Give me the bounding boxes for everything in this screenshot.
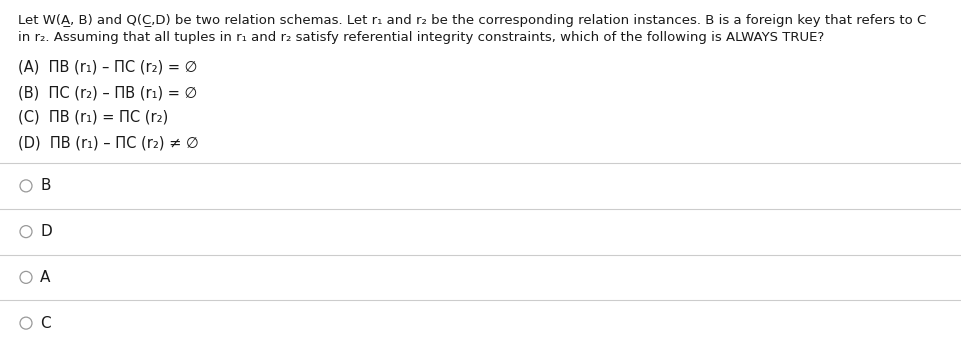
Text: C: C	[40, 316, 51, 331]
Text: A: A	[40, 270, 50, 285]
Text: in r₂. Assuming that all tuples in r₁ and r₂ satisfy referential integrity const: in r₂. Assuming that all tuples in r₁ an…	[18, 31, 825, 44]
Text: (C)  ΠB (r₁) = ΠC (r₂): (C) ΠB (r₁) = ΠC (r₂)	[18, 110, 168, 125]
Text: (D)  ΠB (r₁) – ΠC (r₂) ≠ ∅: (D) ΠB (r₁) – ΠC (r₂) ≠ ∅	[18, 135, 199, 150]
Text: (B)  ΠC (r₂) – ΠB (r₁) = ∅: (B) ΠC (r₂) – ΠB (r₁) = ∅	[18, 85, 197, 100]
Text: (A)  ΠB (r₁) – ΠC (r₂) = ∅: (A) ΠB (r₁) – ΠC (r₂) = ∅	[18, 60, 197, 75]
Text: D: D	[40, 224, 52, 239]
Text: B: B	[40, 178, 51, 193]
Text: Let W(A̲, B) and Q(C̲,D) be two relation schemas. Let r₁ and r₂ be the correspon: Let W(A̲, B) and Q(C̲,D) be two relation…	[18, 14, 926, 27]
